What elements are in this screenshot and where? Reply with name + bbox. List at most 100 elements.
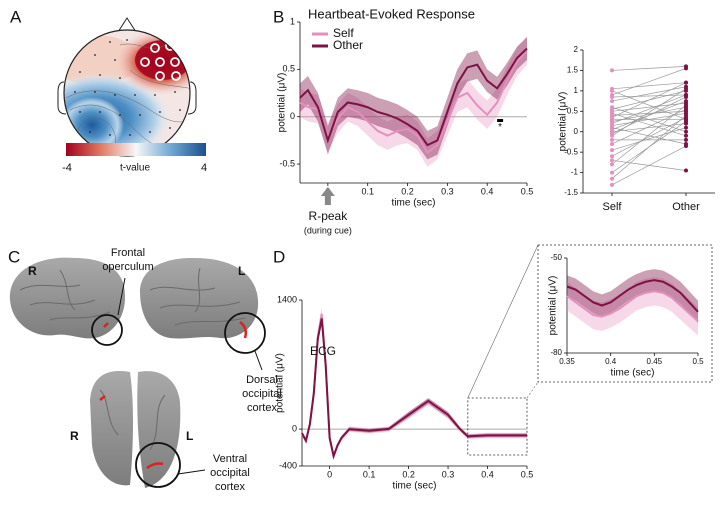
pair-line [611, 115, 687, 179]
data-point [610, 176, 614, 181]
region-label: Dorsal [246, 374, 278, 386]
y-tick-label: -400 [279, 460, 297, 470]
hemisphere-label: L [186, 429, 193, 443]
y-tick-label: 0.5 [567, 106, 579, 115]
x-tick-label: Other [672, 201, 700, 213]
hemisphere-label: L [238, 264, 245, 278]
data-point [684, 86, 688, 91]
x-tick-label: 0.3 [442, 469, 455, 479]
x-tick-label: 0.2 [401, 186, 414, 196]
x-tick-label: 0.1 [363, 469, 376, 479]
x-tick-label: 0.4 [481, 186, 494, 196]
error-band [567, 277, 698, 336]
y-tick-label: 1 [574, 86, 579, 95]
legend-label: Self [333, 26, 354, 40]
y-tick-label: -0.5 [279, 158, 295, 168]
data-point [610, 141, 614, 146]
data-point [610, 158, 614, 163]
inset-frame [537, 244, 713, 383]
data-point [610, 133, 614, 138]
data-point [610, 94, 614, 99]
x-tick-label: 0.45 [647, 357, 663, 366]
series-line [566, 290, 699, 323]
data-point [684, 107, 688, 112]
pair-line [611, 94, 687, 124]
pair-line [611, 86, 687, 102]
data-point [684, 133, 688, 138]
data-point [684, 129, 688, 134]
x-tick-label: 0.4 [605, 357, 617, 366]
pair-line [611, 102, 687, 112]
x-tick-label: 0.3 [441, 186, 454, 196]
data-point [684, 113, 688, 118]
data-point [684, 119, 688, 124]
pair-line [611, 112, 687, 137]
data-point [610, 148, 614, 153]
region-label: Frontal [111, 247, 145, 259]
x-tick-label: 0.5 [692, 357, 704, 366]
data-point [610, 99, 614, 104]
data-point [684, 66, 688, 71]
series-line [566, 279, 699, 313]
y-tick-label: 0 [290, 111, 295, 121]
pair-line [611, 88, 687, 137]
y-tick-label: 1.5 [567, 66, 579, 75]
pair-line [611, 110, 687, 116]
data-point [610, 182, 614, 187]
data-point [684, 125, 688, 130]
chart-title: Heartbeat-Evoked Response [308, 6, 475, 21]
x-tick-label: 0.35 [559, 357, 575, 366]
data-point [610, 137, 614, 142]
panel-label: D [273, 247, 285, 266]
y-tick-label: 1400 [277, 294, 297, 304]
pair-line [611, 104, 687, 165]
panel-label: A [10, 7, 22, 26]
data-point [610, 154, 614, 159]
region-label: occipital [210, 467, 250, 479]
y-tick-label: -0.5 [564, 147, 578, 156]
y-tick-label: 0 [292, 423, 297, 433]
hemisphere-label: R [28, 264, 37, 278]
region-label: occipital [242, 388, 282, 400]
region-label: cortex [215, 481, 245, 493]
data-point [684, 99, 688, 104]
x-tick-label: 0.4 [481, 469, 494, 479]
data-point [610, 88, 614, 93]
chart-title: ECG [310, 344, 336, 358]
pair-line [611, 127, 687, 151]
data-point [684, 137, 688, 142]
colorbar-label: t-value [120, 163, 150, 174]
region-label: operculum [102, 261, 153, 273]
data-point [684, 144, 688, 149]
y-tick-label: 0.5 [282, 64, 295, 74]
data-point [610, 170, 614, 175]
panel-label: C [8, 247, 20, 266]
y-tick-label: -80 [550, 348, 562, 357]
colorbar-tick-label: 4 [201, 162, 207, 174]
panel-label: B [273, 7, 284, 26]
hemisphere-label: R [70, 429, 79, 443]
pair-line [611, 94, 687, 98]
y-axis-label: potential (μV) [277, 73, 288, 133]
pair-line [611, 82, 687, 118]
data-point [684, 103, 688, 108]
series-line [301, 318, 527, 460]
zoom-connector [467, 244, 539, 399]
event-arrow [320, 187, 335, 205]
x-tick-label: 0.5 [521, 186, 534, 196]
event-sublabel: (during cue) [304, 225, 352, 235]
x-tick-label: 0.2 [402, 469, 415, 479]
pair-line [611, 82, 687, 90]
data-point [684, 80, 688, 85]
error-band [300, 36, 527, 167]
colorbar [66, 143, 206, 156]
data-point [610, 68, 614, 73]
data-point [610, 162, 614, 167]
data-point [684, 94, 688, 99]
x-tick-label: 0.1 [361, 186, 374, 196]
pair-line [611, 145, 687, 186]
brain-renders [9, 257, 266, 488]
y-tick-label: -50 [550, 253, 562, 262]
legend-label: Other [333, 38, 363, 52]
